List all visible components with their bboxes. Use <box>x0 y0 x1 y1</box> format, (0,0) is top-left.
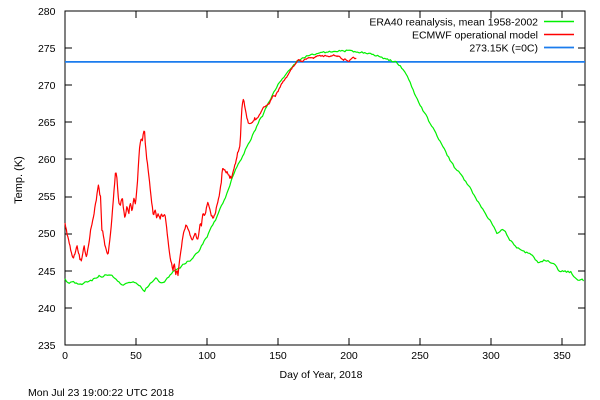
svg-text:Mon Jul 23 19:00:22 UTC 2018: Mon Jul 23 19:00:22 UTC 2018 <box>28 387 174 399</box>
svg-text:265: 265 <box>38 117 56 129</box>
svg-text:245: 245 <box>38 266 56 278</box>
svg-text:250: 250 <box>411 350 429 362</box>
svg-text:255: 255 <box>38 191 56 203</box>
svg-text:275: 275 <box>38 43 56 55</box>
svg-text:ECMWF operational model: ECMWF operational model <box>412 30 538 42</box>
svg-text:50: 50 <box>130 350 142 362</box>
svg-text:200: 200 <box>340 350 358 362</box>
svg-text:100: 100 <box>198 350 216 362</box>
svg-text:300: 300 <box>482 350 500 362</box>
svg-text:350: 350 <box>553 350 571 362</box>
svg-text:270: 270 <box>38 80 56 92</box>
svg-text:280: 280 <box>38 6 56 18</box>
svg-text:150: 150 <box>269 350 287 362</box>
svg-text:Day of Year, 2018: Day of Year, 2018 <box>280 369 363 381</box>
svg-text:235: 235 <box>38 340 56 352</box>
svg-text:250: 250 <box>38 228 56 240</box>
svg-text:ERA40 reanalysis, mean 1958-20: ERA40 reanalysis, mean 1958-2002 <box>369 17 538 29</box>
svg-text:273.15K (=0C): 273.15K (=0C) <box>469 43 538 55</box>
svg-text:0: 0 <box>62 350 68 362</box>
svg-text:240: 240 <box>38 303 56 315</box>
svg-text:260: 260 <box>38 154 56 166</box>
svg-text:Temp. (K): Temp. (K) <box>13 156 25 204</box>
